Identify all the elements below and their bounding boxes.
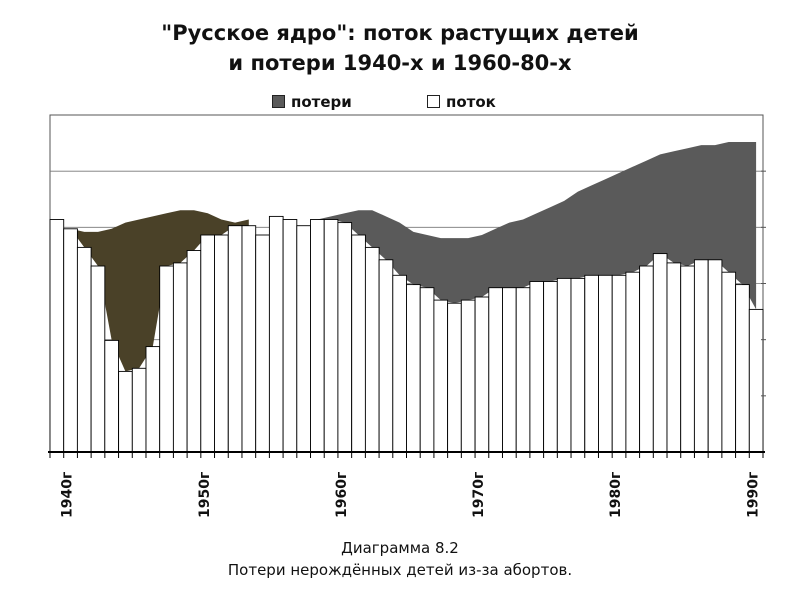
flow-bar-1948 [172,262,188,453]
flow-bar-1976 [556,277,572,453]
flow-bar-1975 [543,281,558,453]
flow-bar-1977 [570,277,586,453]
flow-bar-1971 [488,287,503,453]
caption-line-2: Потери нерождённых детей из-за абортов. [227,561,573,579]
x-tick-label-1960: 1960г [334,472,350,518]
flow-bar-1988 [721,271,737,453]
legend-swatch-flow [427,95,440,108]
legend: потери поток [0,92,800,112]
flow-bar-1944 [118,370,133,453]
x-tick-label-1990: 1990г [745,472,761,518]
flow-bar-1940 [63,228,78,453]
flow-bar-1956 [282,219,298,453]
flow-bar-1961 [351,234,366,453]
legend-item-losses: потери [272,92,352,112]
flow-bar-1979 [598,274,613,453]
flow-bar-1955 [268,215,284,453]
flow-bar-1968 [447,302,462,453]
flow-bar-1987 [707,259,723,453]
x-tick-label-1940: 1940г [60,472,76,518]
legend-swatch-losses [272,95,285,108]
flow-bar-1966 [419,287,435,453]
flow-bar-1982 [639,265,654,453]
flow-bar-1985 [680,265,695,453]
flow-bar-1990 [748,308,764,453]
x-tick-label-1980: 1980г [608,472,624,518]
x-tick-label-1950: 1950г [197,472,213,518]
flow-bar-1946 [145,346,161,453]
flow-bar-1959 [323,219,339,453]
flow-bar-1963 [378,259,394,453]
legend-label-losses: потери [291,93,352,111]
flow-bar-1978 [584,274,599,453]
flow-bar-1942 [90,265,106,453]
chart-caption: Диаграмма 8.2 Потери нерождённых детей и… [0,537,800,581]
flow-bar-1981 [625,271,641,453]
caption-line-1: Диаграмма 8.2 [341,539,459,557]
flow-bar-1964 [392,274,407,453]
flow-bar-1949 [186,250,202,453]
flow-bar-1957 [296,225,311,453]
flow-bar-1952 [227,225,243,453]
flow-bar-1984 [666,262,682,453]
legend-label-flow: поток [446,93,496,111]
flow-bar-1960 [337,222,353,453]
flow-bar-1972 [502,287,517,453]
x-tick-label-1970: 1970г [471,472,487,518]
flow-bar-1965 [406,284,421,453]
flow-bar-1989 [735,284,750,453]
flow-bar-1983 [652,253,668,453]
chart-title-line-2: и потери 1940-х и 1960-80-х [228,51,572,75]
flow-bar-1970 [474,296,490,453]
legend-item-flow: поток [427,92,496,112]
flow-bar-1974 [529,281,545,453]
flow-bar-1967 [433,299,449,453]
flow-bar-1945 [131,367,147,453]
chart-title: "Русское ядро": поток растущих детей и п… [0,18,800,78]
flow-bar-1980 [611,274,627,453]
flow-bar-1969 [460,299,476,453]
flow-bar-1953 [241,225,257,453]
flow-bar-1943 [104,339,119,453]
flow-bar-1939 [49,219,65,453]
flow-bar-1950 [200,234,215,453]
losses-area-1960-80s [317,142,757,310]
flow-bar-1962 [364,246,380,453]
flow-bar-1954 [255,234,270,453]
chart-title-line-1: "Русское ядро": поток растущих детей [161,21,639,45]
flow-bar-1973 [515,287,531,453]
flow-bar-1941 [76,246,92,453]
flow-bar-1951 [214,234,229,453]
flow-bar-1958 [310,219,325,453]
flow-bar-1986 [693,259,709,453]
flow-bar-1947 [159,265,174,453]
